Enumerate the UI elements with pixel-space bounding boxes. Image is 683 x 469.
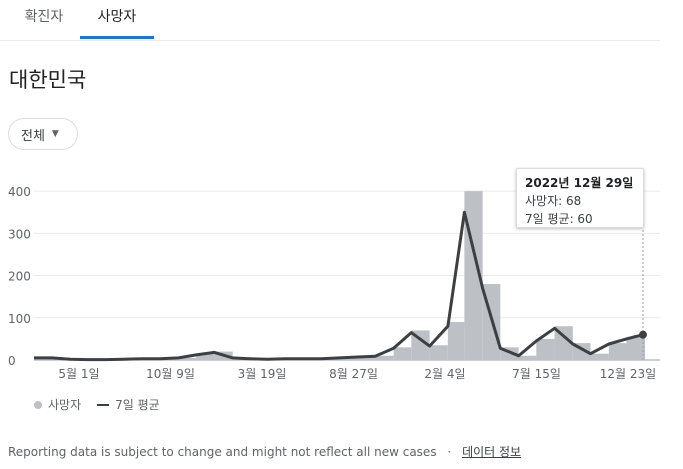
x-tick-label: 5월 1일 [58, 367, 99, 381]
x-tick-label: 10월 9일 [146, 367, 195, 381]
tab-bar: 확진자 사망자 [0, 0, 660, 41]
footer-separator: · [447, 445, 452, 459]
tooltip-date: 2022년 12월 29일 [525, 176, 634, 190]
chart-legend: 사망자 7일 평균 [34, 396, 160, 413]
chart-tooltip: 2022년 12월 29일 사망자: 68 7일 평균: 60 [516, 168, 644, 228]
legend-dot-icon [34, 400, 42, 409]
tab-cases[interactable]: 확진자 [24, 9, 64, 25]
death-bar [554, 326, 573, 360]
death-bar [447, 322, 465, 360]
region-title: 대한민국 [9, 68, 87, 92]
y-tick-label: 400 [8, 185, 31, 199]
death-bar [608, 343, 627, 360]
avg-line-series [34, 210, 644, 362]
caret-down-icon: ▼ [51, 129, 59, 139]
x-tick-label: 2월 4일 [424, 367, 465, 381]
legend-line-icon [97, 403, 110, 406]
death-bar [393, 347, 412, 360]
x-tick-label: 8월 27일 [329, 367, 378, 381]
hover-point [639, 330, 647, 339]
y-tick-label: 0 [8, 354, 16, 368]
y-tick-label: 300 [8, 227, 31, 241]
tooltip-deaths: 사망자: 68 [525, 194, 582, 208]
tab-deaths[interactable]: 사망자 [80, 0, 154, 39]
death-bar [590, 353, 609, 360]
data-notice: Reporting data is subject to change and … [8, 445, 437, 459]
death-bar [643, 331, 645, 360]
region-filter-dropdown[interactable]: 전체 ▼ [8, 118, 78, 150]
legend-bars-label: 사망자 [48, 398, 82, 412]
y-tick-label: 200 [8, 270, 31, 284]
region-filter-value: 전체 [21, 128, 45, 144]
death-bar [196, 353, 215, 360]
death-bar [626, 336, 643, 360]
death-bar [518, 355, 537, 360]
death-bar [178, 357, 197, 360]
footer: Reporting data is subject to change and … [8, 443, 521, 460]
deaths-chart[interactable]: 0 100 200 300 400 5월 1일 10월 9일 3월 19일 8월 27일 2월 … [0, 160, 683, 392]
death-bar [357, 356, 376, 360]
x-tick-label: 12월 23일 [600, 367, 656, 381]
x-tick-label: 3월 19일 [238, 367, 287, 381]
x-tick-label: 7월 15일 [512, 367, 561, 381]
tooltip-average: 7일 평균: 60 [525, 212, 593, 226]
legend-line-label: 7일 평균 [115, 398, 160, 412]
data-info-link[interactable]: 데이터 정보 [462, 445, 522, 459]
death-bar [429, 345, 448, 360]
death-bar [375, 355, 394, 360]
y-tick-label: 100 [8, 312, 31, 326]
death-bar [536, 338, 555, 360]
